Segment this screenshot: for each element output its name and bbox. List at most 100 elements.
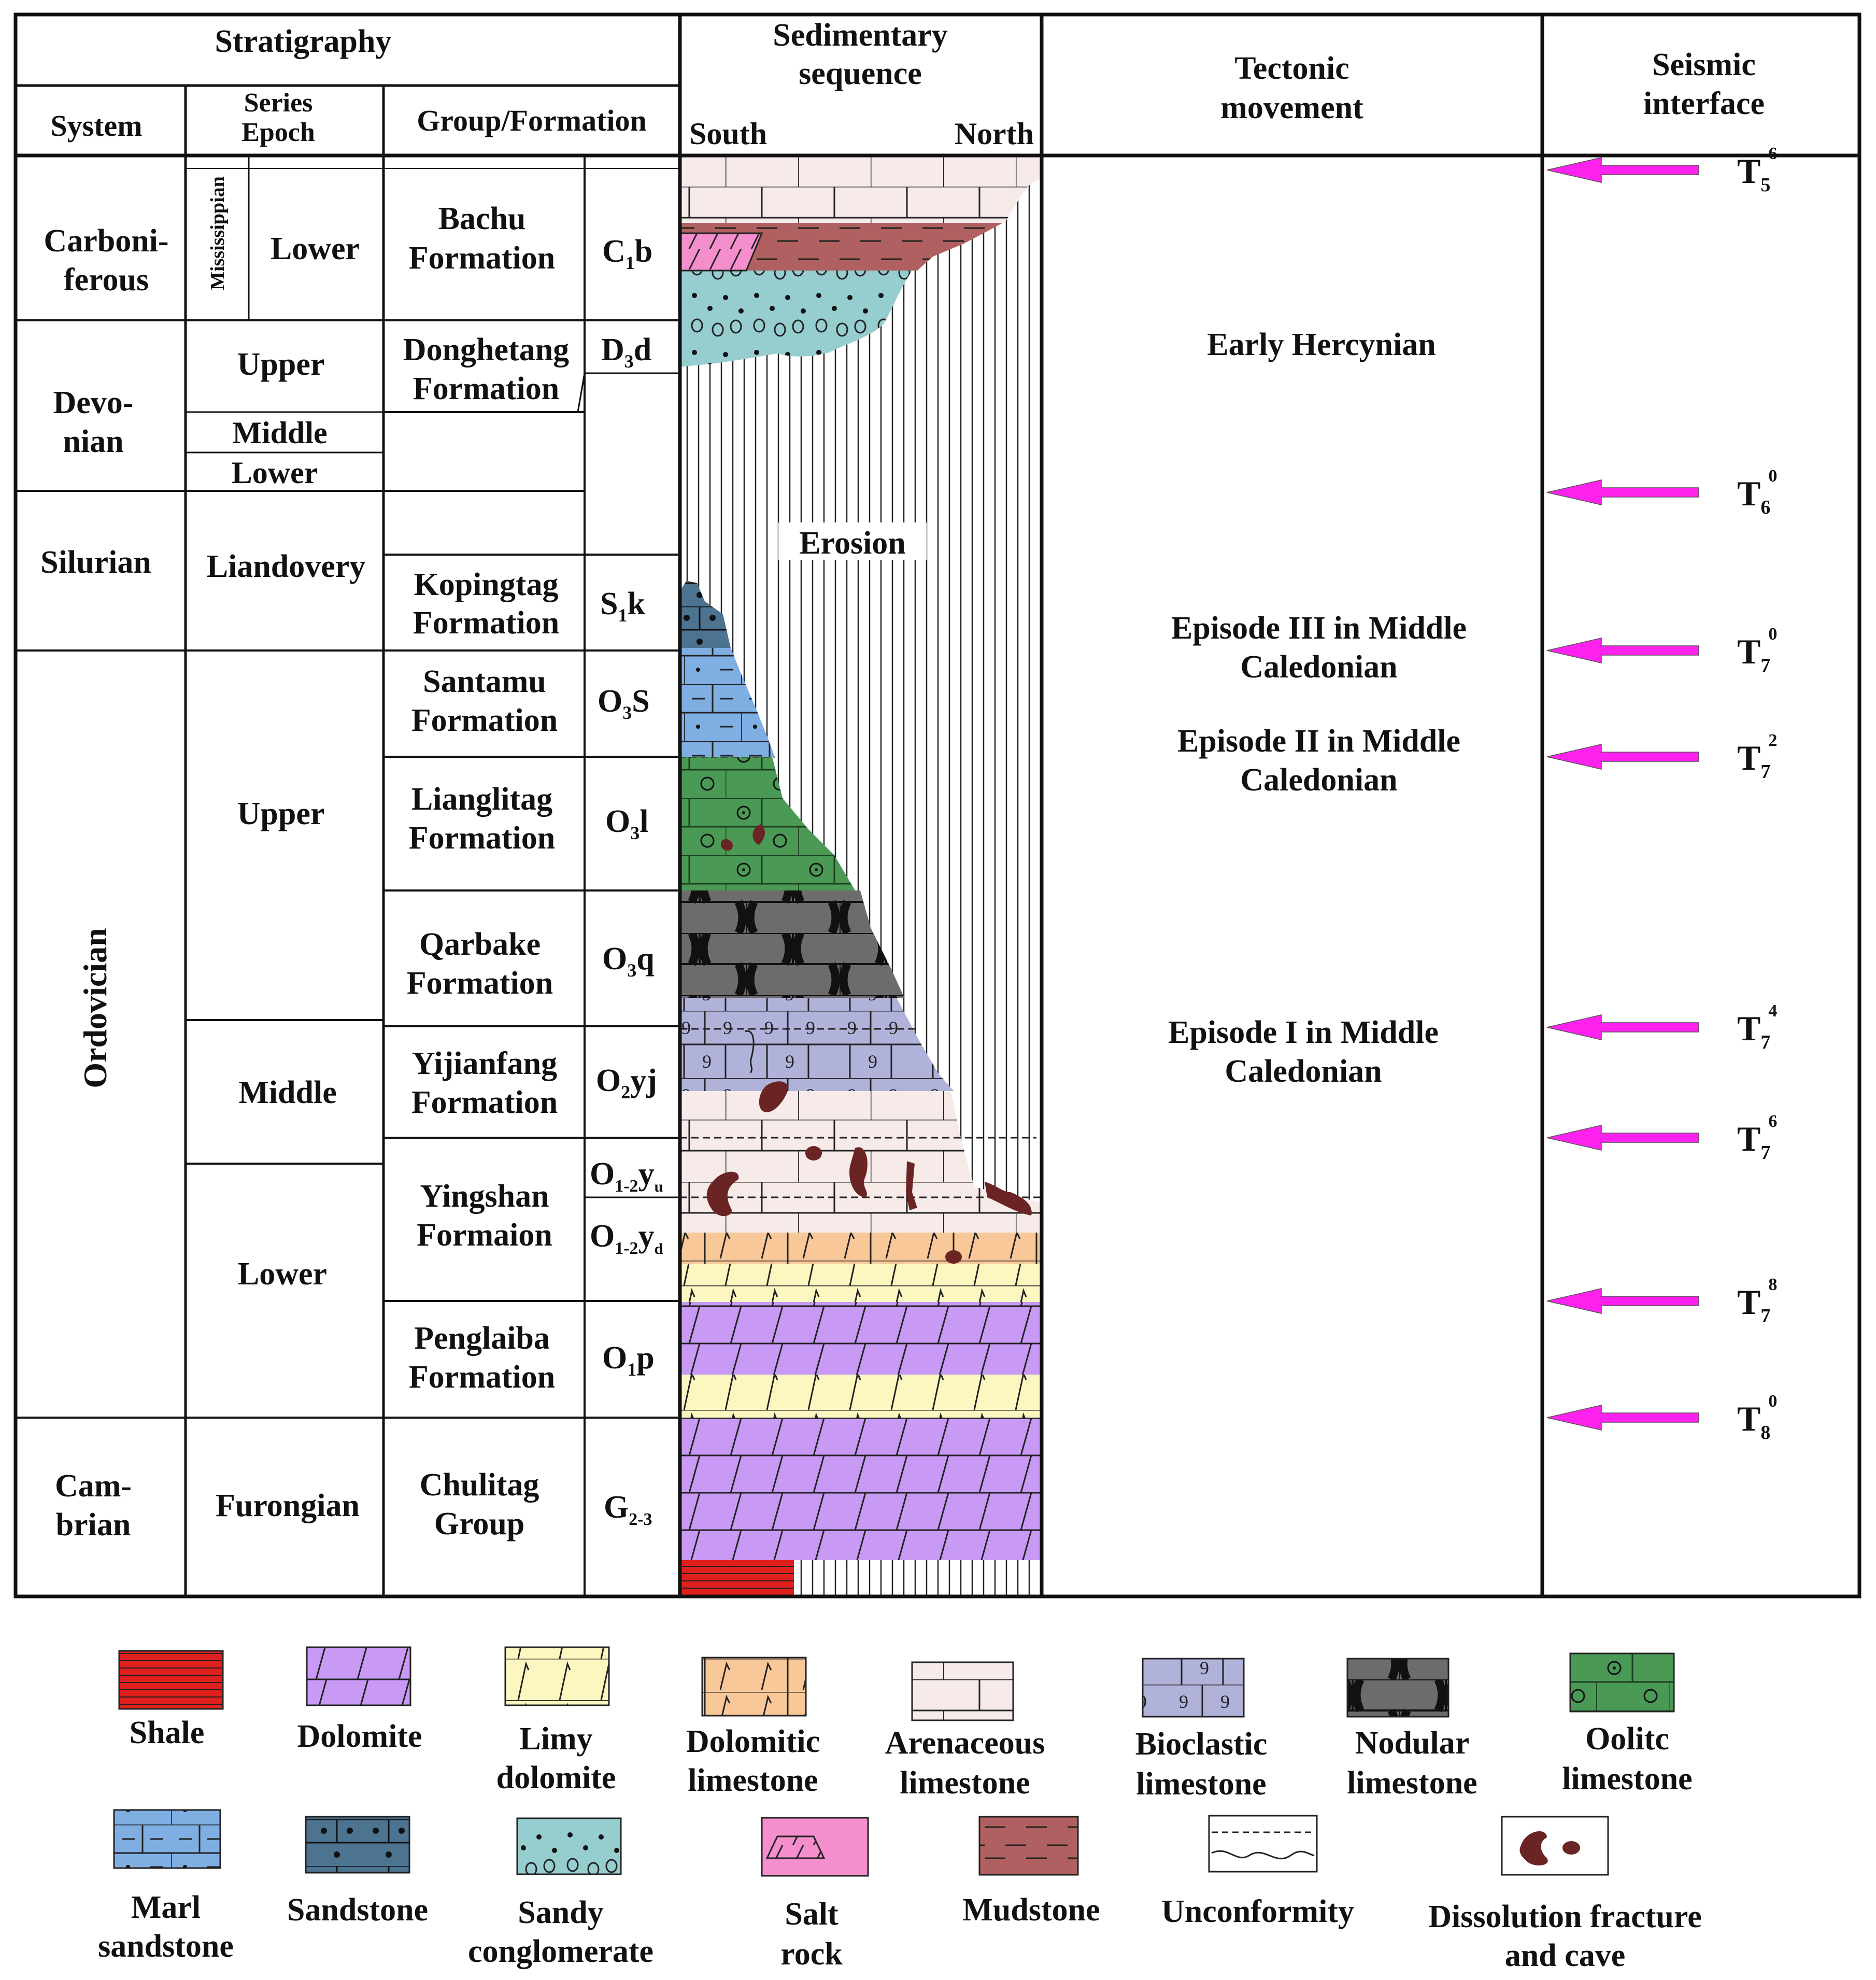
layer-marl-sandstone (680, 648, 775, 757)
legend-label-salt-rock-line1: Salt (785, 1897, 838, 1932)
legend-label-salt-rock-line2: rock (780, 1936, 843, 1972)
series-dev-middle: Middle (232, 416, 327, 450)
legend-label-limy-dolomite-line2: dolomite (496, 1760, 616, 1795)
legend-label-nodular-limestone-line2: limestone (1347, 1765, 1477, 1801)
legend-label-dissolution-line1: Dissolution fracture (1428, 1899, 1702, 1934)
legend-swatch-marl-sandstone (113, 1809, 221, 1869)
legend-label-limy-dolomite-line1: Limy (519, 1721, 592, 1757)
legend-swatch-dissolution (1501, 1816, 1609, 1876)
legend-swatch-nodular-limestone (1346, 1658, 1449, 1718)
series-dev-upper: Upper (237, 347, 325, 382)
legend-swatch-dolomitic-limestone (701, 1657, 807, 1717)
seismic-label-t8-0: T80 (1737, 1392, 1777, 1444)
legend-label-arenaceous-limestone-line1: Arenaceous (885, 1726, 1045, 1761)
seismic-label-t7-0: T70 (1737, 625, 1777, 676)
seismic-header-line2: interface (1643, 86, 1765, 121)
system-devonian-line2: nian (63, 424, 123, 459)
code-qarbake: O3q (602, 941, 655, 981)
legend-label-nodular-limestone-line1: Nodular (1355, 1726, 1469, 1761)
legend-label-sandstone: Sandstone (287, 1892, 428, 1928)
formation-lianglitag-line1: Lianglitag (411, 782, 552, 817)
seismic-arrow-t6-0 (1546, 479, 1699, 505)
series-carb-lower: Lower (271, 231, 360, 266)
sedimentary-sequence-column (680, 155, 1042, 1595)
legend-label-dissolution-line2: and cave (1505, 1938, 1626, 1973)
system-cambrian-line2: brian (56, 1507, 131, 1543)
formation-penglaiba-line2: Formation (409, 1360, 555, 1395)
layer-yingshan-dolomitic-limestone (680, 1233, 1042, 1264)
tectonic-episode-iii-line2: Caledonian (1240, 649, 1397, 685)
seismic-arrow-t5-6 (1546, 157, 1699, 183)
layer-bioclastic-limestone (680, 998, 954, 1091)
legend-label-bioclastic-limestone-line2: limestone (1136, 1766, 1266, 1802)
formation-yijianfang-line2: Formation (411, 1085, 558, 1120)
seismic-arrow-t7-6 (1546, 1125, 1699, 1151)
group-formation-header: Group/Formation (417, 104, 647, 137)
layer-sandy-conglomerate (680, 271, 912, 367)
system-carboniferous-line1: Carboni- (44, 223, 168, 259)
seismic-label-t6-0: T60 (1737, 466, 1777, 518)
system-ordovician: Ordovician (77, 928, 113, 1088)
layer-nodular-limestone (680, 890, 904, 998)
formation-donghetang-line1: Donghetang (403, 332, 569, 367)
code-chulitag: G2-3 (604, 1490, 652, 1529)
legend-label-marl-sandstone-line1: Marl (131, 1890, 201, 1925)
code-lianglitag: O3l (605, 804, 648, 843)
seismic-label-t7-4: T74 (1737, 1001, 1777, 1053)
series-ord-lower: Lower (238, 1256, 327, 1292)
formation-donghetang-line2: Formation (413, 371, 559, 406)
legend-label-oolitic-limestone-line1: Oolitc (1585, 1721, 1669, 1757)
south-label: South (689, 117, 767, 151)
formation-qarbake-line1: Qarbake (419, 927, 541, 962)
formation-yingshan-line2: Formaion (417, 1218, 552, 1253)
layer-salt-rock (680, 232, 763, 272)
layer-shale (680, 1560, 794, 1595)
tectonic-episode-i-line2: Caledonian (1225, 1054, 1382, 1089)
formation-santamu-line1: Santamu (423, 664, 546, 699)
layer-penglaiba-dolomite (680, 1302, 1042, 1375)
legend-swatch-shale (118, 1650, 224, 1710)
series-sil-llandovery: Liandovery (207, 549, 366, 584)
legend-swatch-sandy-conglomerate (516, 1817, 622, 1875)
layer-bachu-limestone (680, 155, 1042, 223)
legend-label-bioclastic-limestone-line1: Bioclastic (1135, 1727, 1268, 1762)
legend-label-dolomitic-limestone-line2: limestone (688, 1763, 818, 1798)
code-yingshan-upper: O1-2yu (590, 1156, 663, 1196)
legend-label-marl-sandstone-line2: sandstone (98, 1929, 234, 1964)
legend-swatch-unconformity (1208, 1815, 1318, 1873)
tectonic-early-hercynian: Early Hercynian (1207, 327, 1436, 362)
code-santamu: O3S (598, 684, 650, 723)
formation-chulitag-line2: Group (434, 1506, 525, 1541)
tectonic-header-line2: movement (1220, 90, 1363, 125)
legend-label-oolitic-limestone-line2: limestone (1562, 1761, 1692, 1797)
legend-swatch-limy-dolomite (504, 1646, 610, 1706)
legend-label-unconformity: Unconformity (1161, 1894, 1354, 1929)
legend-label-sandy-conglomerate-line2: conglomerate (468, 1934, 653, 1969)
formation-penglaiba-line1: Penglaiba (414, 1321, 550, 1356)
seismic-arrow-t7-8 (1546, 1288, 1699, 1314)
tectonic-episode-ii-line1: Episode II in Middle (1177, 724, 1460, 759)
legend-label-dolomitic-limestone-line1: Dolomitic (686, 1724, 820, 1759)
table-grid (13, 12, 1861, 1599)
code-donghetang: D3d (601, 332, 651, 372)
formation-santamu-line2: Formation (411, 703, 558, 738)
formation-yijianfang-line1: Yijianfang (412, 1046, 557, 1081)
sedimentary-header-line2: sequence (799, 56, 922, 91)
tectonic-episode-iii-line1: Episode III in Middle (1171, 611, 1467, 646)
formation-kopingtag-line1: Kopingtag (414, 567, 558, 602)
legend-swatch-sandstone (305, 1816, 410, 1874)
stratigraphy-header: Stratigraphy (215, 24, 392, 59)
seismic-arrow-t7-0 (1546, 638, 1699, 663)
series-header-line2: Epoch (241, 118, 315, 147)
formation-qarbake-line2: Formation (407, 966, 553, 1001)
series-ord-upper: Upper (237, 796, 325, 831)
legend-label-dolomite: Dolomite (297, 1719, 422, 1754)
code-bachu: C1b (602, 234, 652, 273)
legend-swatch-mudstone (978, 1816, 1079, 1876)
sub-epoch-mississippian: Mississippian (207, 176, 229, 290)
series-cam-furongian: Furongian (216, 1488, 360, 1523)
legend-label-sandy-conglomerate-line1: Sandy (518, 1895, 603, 1930)
formation-lianglitag-line2: Formation (409, 821, 555, 856)
formation-kopingtag-line2: Formation (413, 605, 559, 641)
